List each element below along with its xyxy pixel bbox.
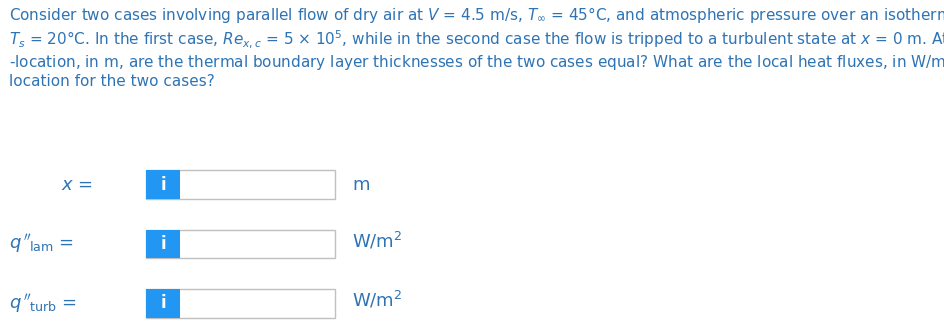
FancyBboxPatch shape xyxy=(146,289,335,318)
Text: Consider two cases involving parallel flow of dry air at $V$ = 4.5 m/s, $T_{\inf: Consider two cases involving parallel fl… xyxy=(9,5,944,25)
Text: $x$ =: $x$ = xyxy=(61,176,93,194)
Text: $T_s$ = 20°C. In the first case, $Re_{x,c}$ = 5 × 10$^5$, while in the second ca: $T_s$ = 20°C. In the first case, $Re_{x,… xyxy=(9,28,944,50)
Text: W/m$^2$: W/m$^2$ xyxy=(352,230,402,251)
FancyBboxPatch shape xyxy=(146,170,179,199)
Text: $q\,''_{\!\mathrm{lam}}$ =: $q\,''_{\!\mathrm{lam}}$ = xyxy=(9,232,75,256)
Text: m: m xyxy=(352,176,370,194)
Text: location for the two cases?: location for the two cases? xyxy=(9,74,215,89)
Text: i: i xyxy=(160,176,165,194)
Text: $q\,''_{\!\mathrm{turb}}$ =: $q\,''_{\!\mathrm{turb}}$ = xyxy=(9,292,76,315)
Text: i: i xyxy=(160,235,165,253)
FancyBboxPatch shape xyxy=(146,230,179,258)
FancyBboxPatch shape xyxy=(146,289,179,318)
Text: -location, in m, are the thermal boundary layer thicknesses of the two cases equ: -location, in m, are the thermal boundar… xyxy=(9,51,944,73)
FancyBboxPatch shape xyxy=(146,230,335,258)
Text: i: i xyxy=(160,294,165,312)
FancyBboxPatch shape xyxy=(146,170,335,199)
Text: W/m$^2$: W/m$^2$ xyxy=(352,290,402,311)
